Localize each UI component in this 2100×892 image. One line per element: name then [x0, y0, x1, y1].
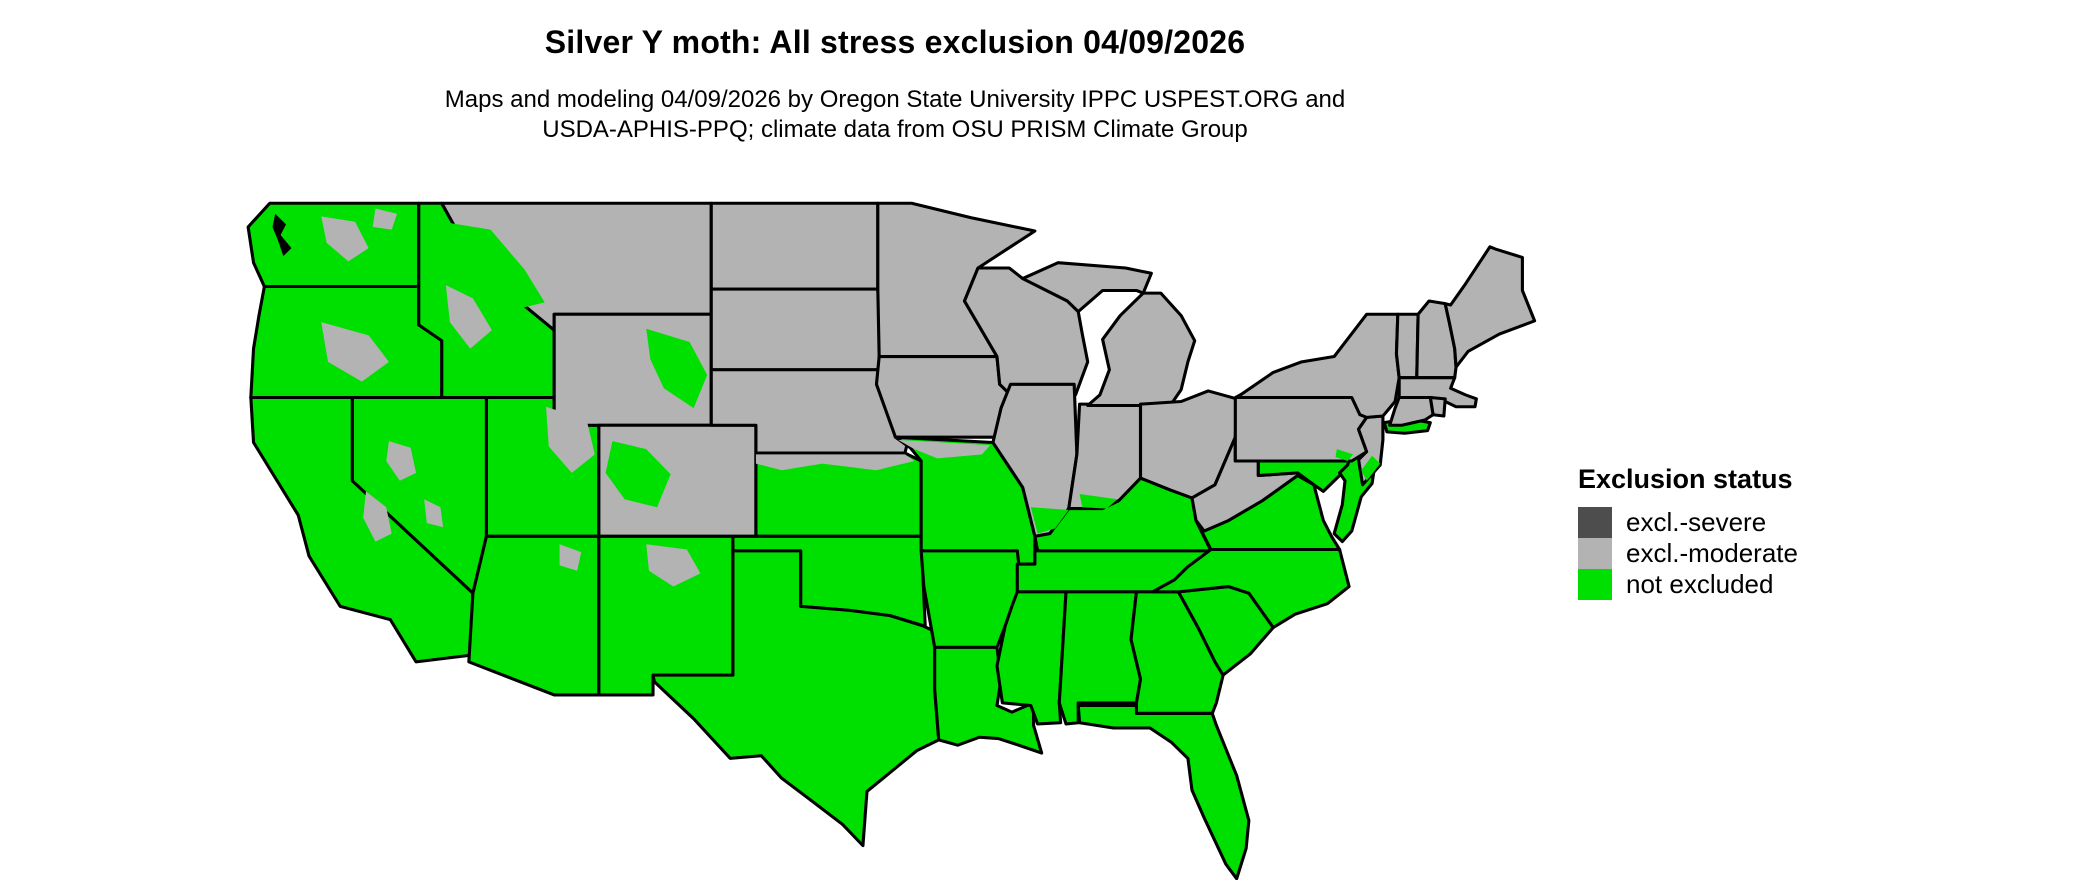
legend-row-moderate: excl.-moderate	[1578, 538, 1798, 569]
terrain-patch-ks-north-band	[755, 454, 915, 471]
terrain-patch-nj-south	[1361, 455, 1381, 481]
credits-line-1: Maps and modeling 04/09/2026 by Oregon S…	[444, 86, 1346, 113]
map-credits: Maps and modeling 04/09/2026 by Oregon S…	[0, 85, 1790, 145]
state-wisconsin	[962, 266, 1090, 406]
page-title: Silver Y moth: All stress exclusion 04/0…	[544, 24, 1246, 60]
terrain-patch-or-east	[321, 322, 389, 382]
legend-swatch-severe	[1578, 507, 1612, 538]
terrain-patch-mo-north-band	[898, 439, 991, 459]
terrain-patch-az-north	[559, 544, 582, 571]
us-map-svg	[246, 201, 1537, 880]
header: Silver Y moth: All stress exclusion 04/0…	[0, 24, 1790, 145]
state-connecticut	[1388, 396, 1435, 427]
terrain-patch-id-central	[445, 285, 492, 349]
terrain-patch-wa-cascades	[321, 216, 369, 262]
state-north-dakota	[709, 201, 880, 291]
terrain-patch-in-south	[1079, 494, 1118, 509]
credits-line-2: USDA-APHIS-PPQ; climate data from OSU PR…	[542, 116, 1248, 143]
state-florida	[1076, 703, 1251, 880]
state-michigan-upper	[1021, 261, 1153, 314]
legend-row-not-excluded: not excluded	[1578, 569, 1798, 600]
terrain-patch-wy-center	[646, 328, 708, 409]
legend-row-severe: excl.-severe	[1578, 507, 1798, 538]
terrain-patch-co-rockies	[605, 441, 671, 508]
state-michigan-lower	[1086, 291, 1197, 407]
legend-label-moderate: excl.-moderate	[1626, 538, 1798, 568]
legend: Exclusion status excl.-severe excl.-mode…	[1578, 464, 1798, 600]
legend-label-severe: excl.-severe	[1626, 507, 1767, 537]
us-map	[240, 190, 1540, 880]
state-north-carolina	[1151, 548, 1351, 630]
terrain-patch-wa-northeast	[372, 208, 398, 230]
terrain-patch-nv-north	[386, 441, 417, 481]
terrain-patch-ut-northeast	[546, 406, 595, 473]
terrain-patch-ca-sierra	[363, 491, 392, 542]
state-maine	[1443, 245, 1537, 369]
puget-sound-inlet	[272, 213, 292, 257]
state-arkansas	[919, 549, 1023, 649]
terrain-patch-mt-west	[449, 223, 545, 309]
state-pennsylvania	[1233, 386, 1369, 463]
state-vermont	[1394, 312, 1420, 380]
legend-label-not-excluded: not excluded	[1626, 569, 1774, 599]
legend-title: Exclusion status	[1578, 464, 1793, 494]
legend-swatch-moderate	[1578, 538, 1612, 569]
terrain-patch-nm-north	[646, 544, 701, 587]
terrain-patch-pa-southeast	[1335, 449, 1354, 461]
state-texas	[651, 549, 941, 848]
legend-swatch-not-excluded	[1578, 569, 1612, 600]
terrain-patch-il-south	[1030, 507, 1069, 534]
state-south-dakota	[709, 287, 885, 372]
